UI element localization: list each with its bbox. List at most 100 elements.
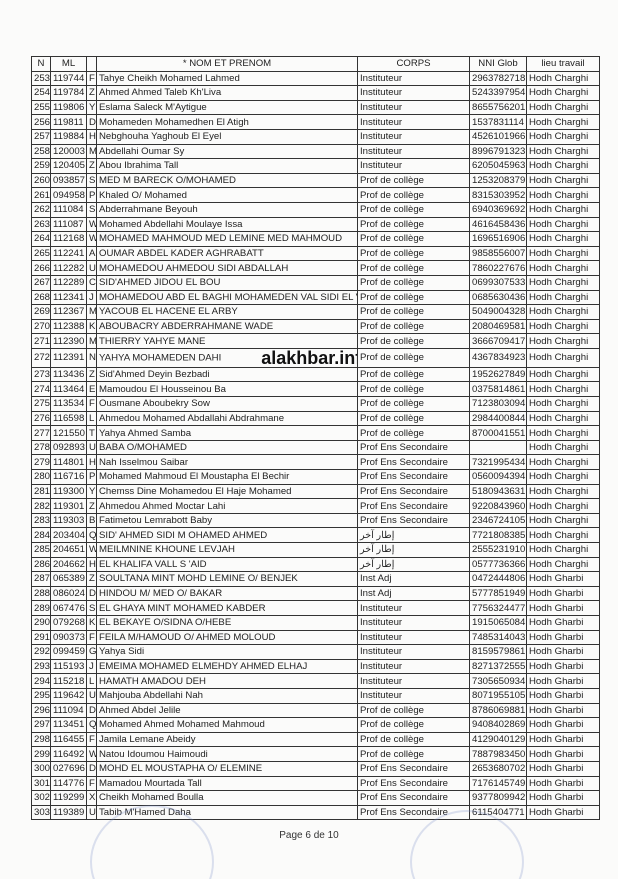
cell-key-text: Y: [89, 485, 96, 497]
table-row: 293 115193 J EMEIMA MOHAMED ELMEHDY AHMED E…: [31, 658, 600, 675]
cell-lieu: Hodh Charghi: [526, 201, 600, 218]
cell-lieu: Hodh Charghi: [526, 187, 600, 203]
cell-nni: 4616458436: [469, 216, 527, 233]
cell-corps: Instituteur: [357, 673, 470, 689]
cell-key-text: N: [89, 352, 96, 364]
cell-lieu: Hodh Gharbi: [526, 644, 600, 660]
cell-key: J: [86, 658, 97, 675]
cell-lieu-text: Hodh Gharbi: [529, 617, 584, 629]
cell-key: P: [86, 187, 97, 203]
cell-key: W: [86, 542, 97, 558]
cell-n: 274: [31, 381, 51, 398]
cell-lieu: Hodh Charghi: [526, 70, 600, 87]
cell-nni-text: 2984400844: [472, 412, 526, 424]
cell-lieu-text: Hodh Gharbi: [529, 748, 584, 760]
cell-corps: Prof de collège: [357, 274, 470, 291]
cell-corps-text: Prof de collège: [360, 748, 424, 760]
cell-name-text: HINDOU M/ MED O/ BAKAR: [99, 588, 223, 600]
cell-name-text: Abderrahmane Beyouh: [99, 204, 198, 216]
cell-name: EL BEKAYE O/SIDNA O/HEBE: [96, 614, 358, 631]
page-number: Page 6 de 10: [279, 830, 339, 841]
cell-lieu-text: Hodh Charghi: [529, 145, 589, 157]
cell-corps-text: Prof de collège: [360, 277, 424, 289]
cell-nni-text: 9220843960: [472, 500, 526, 512]
cell-n: 287: [31, 571, 51, 587]
cell-name: Abou Ibrahima Tall: [96, 158, 358, 174]
cell-name: Natou Idoumou Haimoudi: [96, 746, 358, 762]
cell-name-text: Mohameden Mohamedhen El Atigh: [99, 116, 249, 128]
cell-lieu: Hodh Gharbi: [526, 687, 600, 704]
cell-corps-text: Instituteur: [360, 617, 403, 629]
table-row: 268 112341 J MOHAMEDOU ABD EL BAGHI MOHAMED…: [31, 289, 600, 306]
cell-name: SID' AHMED SIDI M OHAMED AHMED: [96, 527, 358, 543]
cell-n: 270: [31, 318, 51, 335]
cell-lieu: Hodh Gharbi: [526, 585, 600, 602]
cell-n: 295: [31, 687, 51, 704]
cell-lieu: Hodh Charghi: [526, 498, 600, 514]
cell-nni: 8315303952: [469, 187, 527, 203]
cell-corps-text: Prof de collège: [360, 383, 424, 395]
cell-n: 284: [31, 527, 51, 543]
cell-key: D: [86, 585, 97, 602]
cell-ml-text: 113464: [53, 383, 85, 395]
cell-ml-text: 116455: [53, 734, 85, 746]
cell-name-text: HAMATH AMADOU DEH: [99, 675, 206, 687]
cell-key: D: [86, 760, 97, 777]
cell-ml-text: 092893: [53, 442, 86, 454]
cell-key-text: T: [89, 427, 95, 439]
cell-key: U: [86, 687, 97, 704]
cell-key-text: Q: [89, 719, 97, 731]
cell-ml-text: 116492: [53, 748, 85, 760]
cell-nni-text: 7123803094: [472, 398, 526, 410]
cell-name: MOHAMEDOU AHMEDOU SIDI ABDALLAH: [96, 260, 358, 276]
cell-n-text: 259: [34, 160, 51, 172]
table-row: 288 086024 D HINDOU M/ MED O/ BAKAR Inst Adj…: [31, 585, 600, 602]
cell-name-text: Yahya Ahmed Samba: [99, 427, 192, 439]
cell-lieu-text: Hodh Charghi: [529, 383, 589, 395]
cell-nni-text: 7321995434: [472, 456, 526, 468]
cell-nni-text: 4526101966: [472, 131, 526, 143]
cell-lieu-text: Hodh Gharbi: [529, 763, 584, 775]
cell-corps: Instituteur: [357, 114, 470, 130]
cell-name: ABOUBACRY ABDERRAHMANE WADE: [96, 318, 358, 335]
cell-ml: 111087: [50, 216, 87, 233]
cell-lieu: Hodh Charghi: [526, 439, 600, 456]
cell-ml: 027696: [50, 760, 87, 777]
cell-lieu-text: Hodh Gharbi: [529, 675, 584, 687]
cell-lieu-text: Hodh Charghi: [529, 204, 589, 216]
cell-corps-text: Prof de collège: [360, 320, 424, 332]
cell-name-text: Ahmedou Mohamed Abdallahi Abdrahmane: [99, 412, 285, 424]
cell-key: M: [86, 333, 97, 349]
cell-nni: 2555231910: [469, 542, 527, 558]
cell-lieu-text: Hodh Charghi: [529, 102, 589, 114]
cell-corps-text: إطار آخر: [360, 558, 395, 570]
cell-name: YAHYA MOHAMEDEN DAHI alakhbar.info: [96, 347, 358, 368]
cell-corps-text: Prof de collège: [360, 719, 424, 731]
cell-key: K: [86, 614, 97, 631]
cell-nni-text: 8655756201: [472, 102, 526, 114]
cell-name: Mamadou Mourtada Tall: [96, 775, 358, 792]
cell-key: S: [86, 201, 97, 218]
cell-name-text: Mamoudou El Housseinou Ba: [99, 383, 226, 395]
cell-corps: إطار آخر: [357, 527, 470, 543]
cell-ml-text: 116598: [53, 412, 85, 424]
cell-name-text: EL KHALIFA VALL S 'AID: [99, 558, 207, 570]
cell-ml-text: 112367: [53, 306, 85, 318]
cell-ml-text: 067476: [53, 602, 86, 614]
cell-lieu-text: Hodh Charghi: [529, 485, 589, 497]
cell-key-text: F: [89, 777, 95, 789]
cell-corps: Prof Ens Secondaire: [357, 760, 470, 777]
cell-ml-text: 093857: [53, 175, 86, 187]
cell-name: Yahya Sidi: [96, 644, 358, 660]
cell-lieu-text: Hodh Charghi: [529, 442, 589, 454]
cell-nni: [469, 439, 527, 456]
cell-lieu: Hodh Charghi: [526, 396, 600, 412]
cell-lieu-text: Hodh Charghi: [529, 160, 589, 172]
cell-ml: 113436: [50, 366, 87, 383]
cell-ml-text: 112282: [53, 262, 85, 274]
cell-ml: 065389: [50, 571, 87, 587]
cell-key: D: [86, 702, 97, 719]
cell-nni: 8996791323: [469, 143, 527, 160]
table-row: 300 027696 D MOHD EL MOUSTAPHA O/ ELEMINE Pr…: [31, 760, 600, 777]
cell-lieu: Hodh Charghi: [526, 318, 600, 335]
